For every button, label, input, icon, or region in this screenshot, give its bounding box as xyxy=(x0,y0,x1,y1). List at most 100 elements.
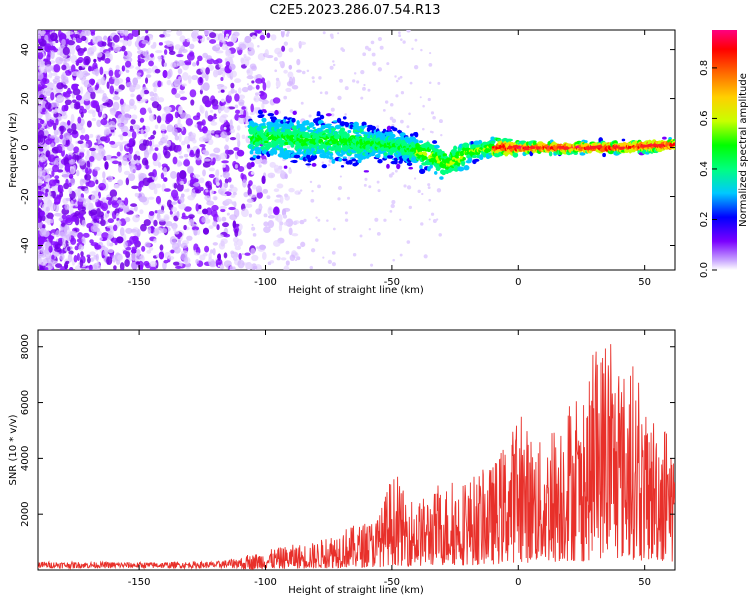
heatmap-cell xyxy=(101,96,109,103)
x-tick-label: 50 xyxy=(638,277,651,288)
x-tick-label: 0 xyxy=(515,277,521,288)
heatmap-cell xyxy=(285,150,293,153)
heatmap-cell xyxy=(45,113,51,122)
heatmap-cell xyxy=(265,134,270,137)
heatmap-cell xyxy=(77,189,81,199)
heatmap-cell xyxy=(145,77,149,84)
heatmap-cell xyxy=(402,40,406,44)
heatmap-cell xyxy=(261,125,267,129)
heatmap-cell xyxy=(109,140,116,145)
heatmap-cell xyxy=(189,178,195,185)
heatmap-cell xyxy=(163,49,168,55)
heatmap-cell xyxy=(273,57,278,62)
heatmap-cell xyxy=(327,259,333,265)
heatmap-cell xyxy=(292,110,297,116)
heatmap-cell xyxy=(158,42,163,46)
heatmap-cell xyxy=(118,123,125,130)
heatmap-cell xyxy=(284,173,288,179)
colorbar-ticks: 0.00.20.40.60.8 xyxy=(699,60,717,278)
heatmap-cell xyxy=(68,250,74,255)
heatmap-cell xyxy=(160,123,167,132)
heatmap-cell xyxy=(221,45,229,51)
heatmap-cell xyxy=(138,181,144,188)
heatmap-cell xyxy=(165,113,174,123)
heatmap-cell xyxy=(62,46,70,56)
heatmap-cell xyxy=(44,192,48,197)
heatmap-cell xyxy=(75,59,83,64)
heatmap-cell xyxy=(66,31,74,35)
heatmap-cell xyxy=(90,91,96,100)
heatmap-cell xyxy=(249,63,257,70)
colorbar-tick-label: 0.4 xyxy=(699,161,710,177)
heatmap-cell xyxy=(122,131,128,137)
heatmap-cell xyxy=(61,64,67,71)
heatmap-cell xyxy=(281,45,286,52)
heatmap-cell xyxy=(207,184,213,191)
heatmap-cell xyxy=(91,117,97,122)
heatmap-cell xyxy=(230,88,235,94)
heatmap-cell xyxy=(64,163,71,173)
heatmap-cell xyxy=(39,94,45,101)
heatmap-cell xyxy=(71,83,78,91)
heatmap-cell xyxy=(94,84,99,91)
heatmap-cell xyxy=(255,78,263,84)
heatmap-cell xyxy=(428,81,432,85)
heatmap-cell xyxy=(78,244,84,252)
heatmap-cell xyxy=(139,117,145,123)
heatmap-cell xyxy=(278,165,283,170)
heatmap-cell xyxy=(394,169,398,173)
heatmap-cell xyxy=(134,205,138,212)
heatmap-cell xyxy=(236,46,240,51)
heatmap-cell xyxy=(42,135,48,139)
heatmap-cell xyxy=(457,166,465,172)
heatmap-cell xyxy=(306,69,310,73)
heatmap-cell xyxy=(112,34,120,43)
heatmap-cell xyxy=(417,189,421,193)
heatmap-cell xyxy=(177,68,183,75)
heatmap-cell xyxy=(177,238,181,248)
heatmap-cell xyxy=(363,183,367,187)
heatmap-cell xyxy=(235,132,241,142)
heatmap-cell xyxy=(157,55,162,60)
heatmap-cell xyxy=(247,183,251,189)
heatmap-cell xyxy=(96,78,104,85)
heatmap-cell xyxy=(392,127,398,132)
heatmap-cell xyxy=(108,69,114,77)
heatmap-cell xyxy=(178,155,184,159)
heatmap-cell xyxy=(139,196,147,203)
y-tick-label: 4000 xyxy=(20,446,31,471)
heatmap-cell xyxy=(56,50,61,56)
heatmap-cell xyxy=(126,130,132,137)
heatmap-cell xyxy=(214,130,223,135)
heatmap-cell xyxy=(262,188,269,194)
heatmap-cell xyxy=(364,177,368,181)
heatmap-cell xyxy=(253,98,257,101)
heatmap-cell xyxy=(140,254,144,260)
heatmap-cell xyxy=(40,30,46,35)
heatmap-cell xyxy=(379,45,384,50)
heatmap-cell xyxy=(255,84,260,90)
heatmap-cell xyxy=(188,214,195,219)
heatmap-cell xyxy=(96,260,100,267)
heatmap-cell xyxy=(107,199,112,206)
heatmap-cell xyxy=(229,184,234,189)
heatmap-cell xyxy=(52,164,60,173)
heatmap-cell xyxy=(103,35,108,41)
heatmap-cell xyxy=(224,36,229,40)
heatmap-cell xyxy=(395,79,399,83)
heatmap-cell xyxy=(453,145,458,151)
heatmap-cell xyxy=(224,193,227,197)
heatmap-cell xyxy=(429,144,436,148)
heatmap-cell xyxy=(355,134,362,137)
heatmap-cell xyxy=(191,132,197,139)
heatmap-cell xyxy=(222,69,226,79)
heatmap-cell xyxy=(242,179,247,188)
heatmap-cell xyxy=(473,158,480,162)
heatmap-cell xyxy=(236,238,244,247)
heatmap-cell xyxy=(224,144,230,151)
heatmap-cell xyxy=(602,152,606,158)
heatmap-cell xyxy=(377,159,383,164)
heatmap-cell xyxy=(44,64,53,72)
colorbar-tick-label: 0.6 xyxy=(699,110,710,126)
heatmap-cell xyxy=(225,58,228,61)
